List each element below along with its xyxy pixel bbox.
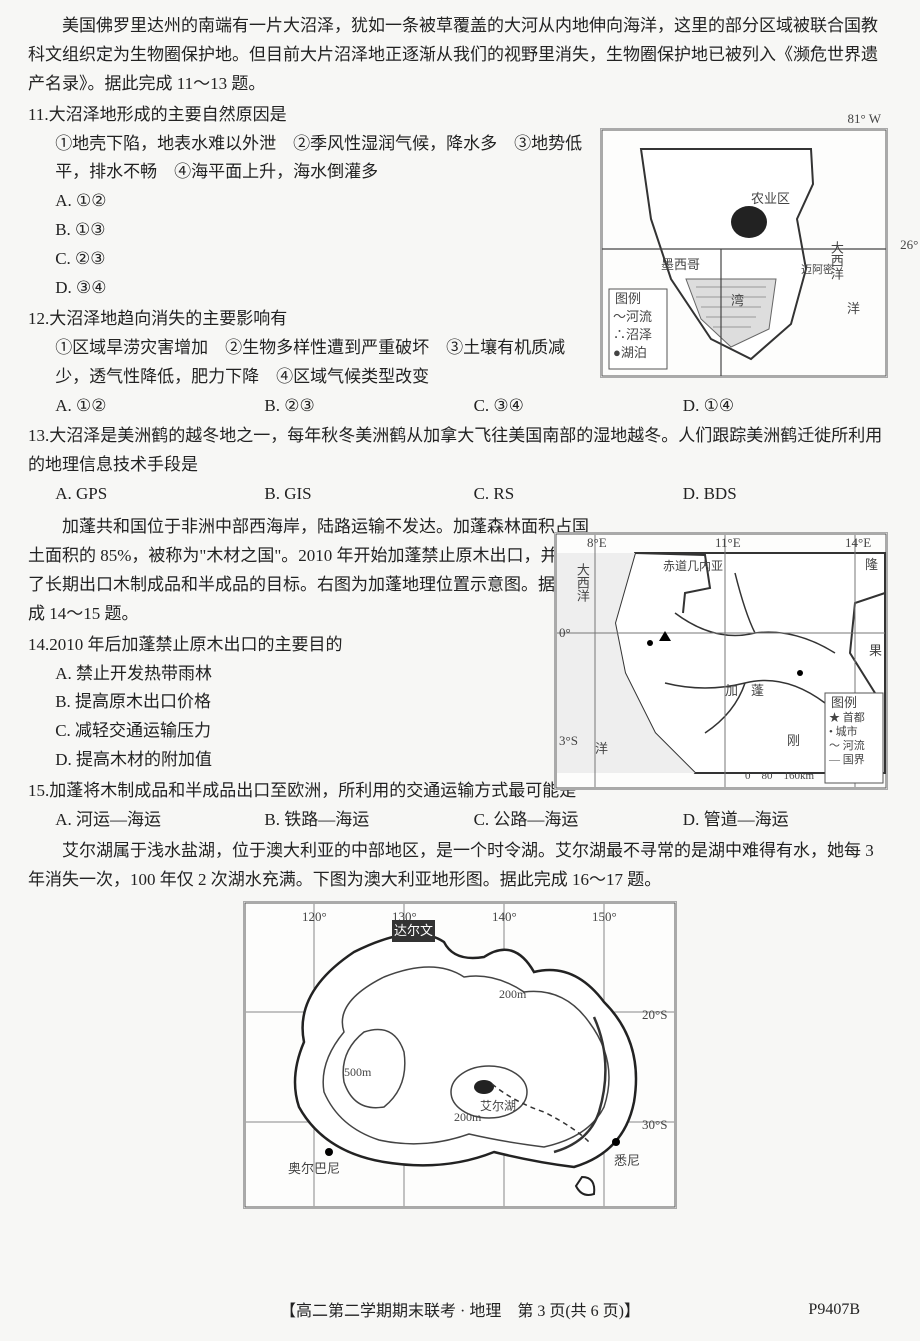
fig2-legend-river: 〜 河流	[829, 739, 865, 753]
q15-num: 15.	[28, 781, 49, 800]
fig3-eyre: 艾尔湖	[480, 1096, 516, 1116]
fig2-atlantic: 大西洋	[573, 563, 590, 602]
question-11: 11.大沼泽地形成的主要自然原因是 ①地壳下陷，地表水难以外泄 ②季风性湿润气候…	[28, 101, 598, 303]
q12-option-a[interactable]: A. ①②	[55, 392, 264, 421]
q12-option-c[interactable]: C. ③④	[474, 392, 683, 421]
passage-2: 加蓬共和国位于非洲中部西海岸，陆路运输不发达。加蓬森林面积占国土面积的 85%，…	[28, 513, 598, 629]
fig2-congo: 刚	[787, 733, 800, 750]
fig1-gulf-label: 湾	[731, 293, 744, 310]
q14-num: 14.	[28, 635, 49, 654]
figure-australia-map: 120° 130° 140° 150° 20°S 30°S 达尔文 悉尼 奥尔巴…	[243, 901, 677, 1209]
q15-stem: 加蓬将木制成品和半成品出口至欧洲，所利用的交通运输方式最可能是	[49, 781, 576, 800]
fig2-lon2: 11°E	[715, 535, 741, 552]
fig1-lat-label: 26° N	[900, 237, 920, 254]
question-13: 13.大沼泽是美洲鹤的越冬地之一，每年秋冬美洲鹤从加拿大飞往美国南部的湿地越冬。…	[28, 422, 892, 509]
q14-option-d[interactable]: D. 提高木材的附加值	[28, 746, 598, 775]
q11-option-c[interactable]: C. ②③	[28, 245, 598, 274]
fig3-c200a: 200m	[499, 984, 526, 1004]
fig2-lon1: 8°E	[587, 535, 607, 552]
fig1-lon-label: 81° W	[848, 111, 881, 128]
fig2-ocean: 洋	[595, 741, 608, 758]
fig2-gabon: 加 蓬	[725, 683, 764, 700]
q12-option-d[interactable]: D. ①④	[683, 392, 892, 421]
figure-gabon-map: 8°E 11°E 14°E 0° 3°S 大西洋 洋 赤道几内亚 隆 加 蓬 刚…	[554, 532, 888, 790]
q11-subs: ①地壳下陷，地表水难以外泄 ②季风性湿润气候，降水多 ③地势低平，排水不畅 ④海…	[28, 130, 598, 188]
fig1-legend-lake: ●湖泊	[613, 345, 647, 362]
fig1-legend-swamp: ∴沼泽	[613, 327, 652, 344]
fig1-ocean2-label: 洋	[847, 301, 860, 318]
fig2-lat0: 0°	[559, 625, 571, 642]
fig2-legend-title: 图例	[831, 695, 857, 712]
q11-stem: 大沼泽地形成的主要自然原因是	[49, 105, 287, 124]
q11-option-d[interactable]: D. ③④	[28, 274, 598, 303]
passage-3: 艾尔湖属于浅水盐湖，位于澳大利亚的中部地区，是一个时令湖。艾尔湖最不寻常的是湖中…	[28, 837, 892, 895]
fig2-legend-city: • 城市	[829, 725, 858, 739]
fig1-legend-title: 图例	[615, 291, 641, 308]
q13-option-b[interactable]: B. GIS	[264, 480, 473, 509]
q11-option-b[interactable]: B. ①③	[28, 216, 598, 245]
q11-num: 11.	[28, 105, 49, 124]
fig3-c200b: 200m	[454, 1107, 481, 1127]
q15-option-c[interactable]: C. 公路—海运	[474, 806, 683, 835]
figure-florida-map: 81° W 26° N 农业区 墨西哥 湾 大西洋 洋 迈阿密 图例 〜河流 ∴…	[600, 128, 888, 378]
q15-option-a[interactable]: A. 河运—海运	[55, 806, 264, 835]
q12-option-b[interactable]: B. ②③	[264, 392, 473, 421]
q11-option-a[interactable]: A. ①②	[28, 187, 598, 216]
fig2-legend-border: — 国界	[829, 753, 865, 767]
fig2-cameroon: 隆	[865, 557, 878, 574]
fig3-lat20: 20°S	[642, 1004, 667, 1026]
question-14: 14.2010 年后加蓬禁止原木出口的主要目的 A. 禁止开发热带雨林 B. 提…	[28, 631, 598, 775]
q14-option-a[interactable]: A. 禁止开发热带雨林	[28, 660, 598, 689]
fig2-congo2: 果	[869, 643, 882, 660]
q14-option-b[interactable]: B. 提高原木出口价格	[28, 688, 598, 717]
fig2-eqguinea: 赤道几内亚	[663, 559, 723, 575]
passage-1: 美国佛罗里达州的南端有一片大沼泽，犹如一条被草覆盖的大河从内地伸向海洋，这里的部…	[28, 12, 892, 99]
q13-option-d[interactable]: D. BDS	[683, 480, 892, 509]
q13-option-c[interactable]: C. RS	[474, 480, 683, 509]
fig3-sydney: 悉尼	[614, 1150, 640, 1172]
fig1-farm-label: 农业区	[751, 191, 790, 208]
fig3-c500: 500m	[344, 1062, 371, 1082]
fig3-darwin: 达尔文	[392, 920, 435, 942]
q15-option-b[interactable]: B. 铁路—海运	[264, 806, 473, 835]
fig3-lon150: 150°	[592, 906, 617, 928]
fig2-legend-capital: ★ 首都	[829, 711, 865, 725]
q12-num: 12.	[28, 309, 49, 328]
q14-option-c[interactable]: C. 减轻交通运输压力	[28, 717, 598, 746]
fig3-albany: 奥尔巴尼	[288, 1158, 340, 1180]
fig2-lon3: 14°E	[845, 535, 871, 552]
fig3-lon120: 120°	[302, 906, 327, 928]
fig3-lon140: 140°	[492, 906, 517, 928]
q13-num: 13.	[28, 426, 49, 445]
fig1-miami-label: 迈阿密	[801, 263, 834, 277]
fig2-lat3s: 3°S	[559, 733, 578, 750]
page-footer: 【高二第二学期期末联考 · 地理 第 3 页(共 6 页)】	[0, 1298, 920, 1325]
q12-stem: 大沼泽地趋向消失的主要影响有	[49, 309, 287, 328]
fig1-mexico-label: 墨西哥	[661, 257, 700, 274]
q12-subs: ①区域旱涝灾害增加 ②生物多样性遭到严重破坏 ③土壤有机质减少，透气性降低，肥力…	[28, 334, 598, 392]
fig2-scale: 0 80 160km	[745, 769, 814, 783]
q15-option-d[interactable]: D. 管道—海运	[683, 806, 892, 835]
q14-stem: 2010 年后加蓬禁止原木出口的主要目的	[49, 635, 342, 654]
q13-stem: 大沼泽是美洲鹤的越冬地之一，每年秋冬美洲鹤从加拿大飞往美国南部的湿地越冬。人们跟…	[28, 426, 882, 474]
q13-option-a[interactable]: A. GPS	[55, 480, 264, 509]
fig3-lat30: 30°S	[642, 1114, 667, 1136]
page-code: P9407B	[808, 1296, 860, 1323]
fig1-legend-river: 〜河流	[613, 309, 652, 326]
